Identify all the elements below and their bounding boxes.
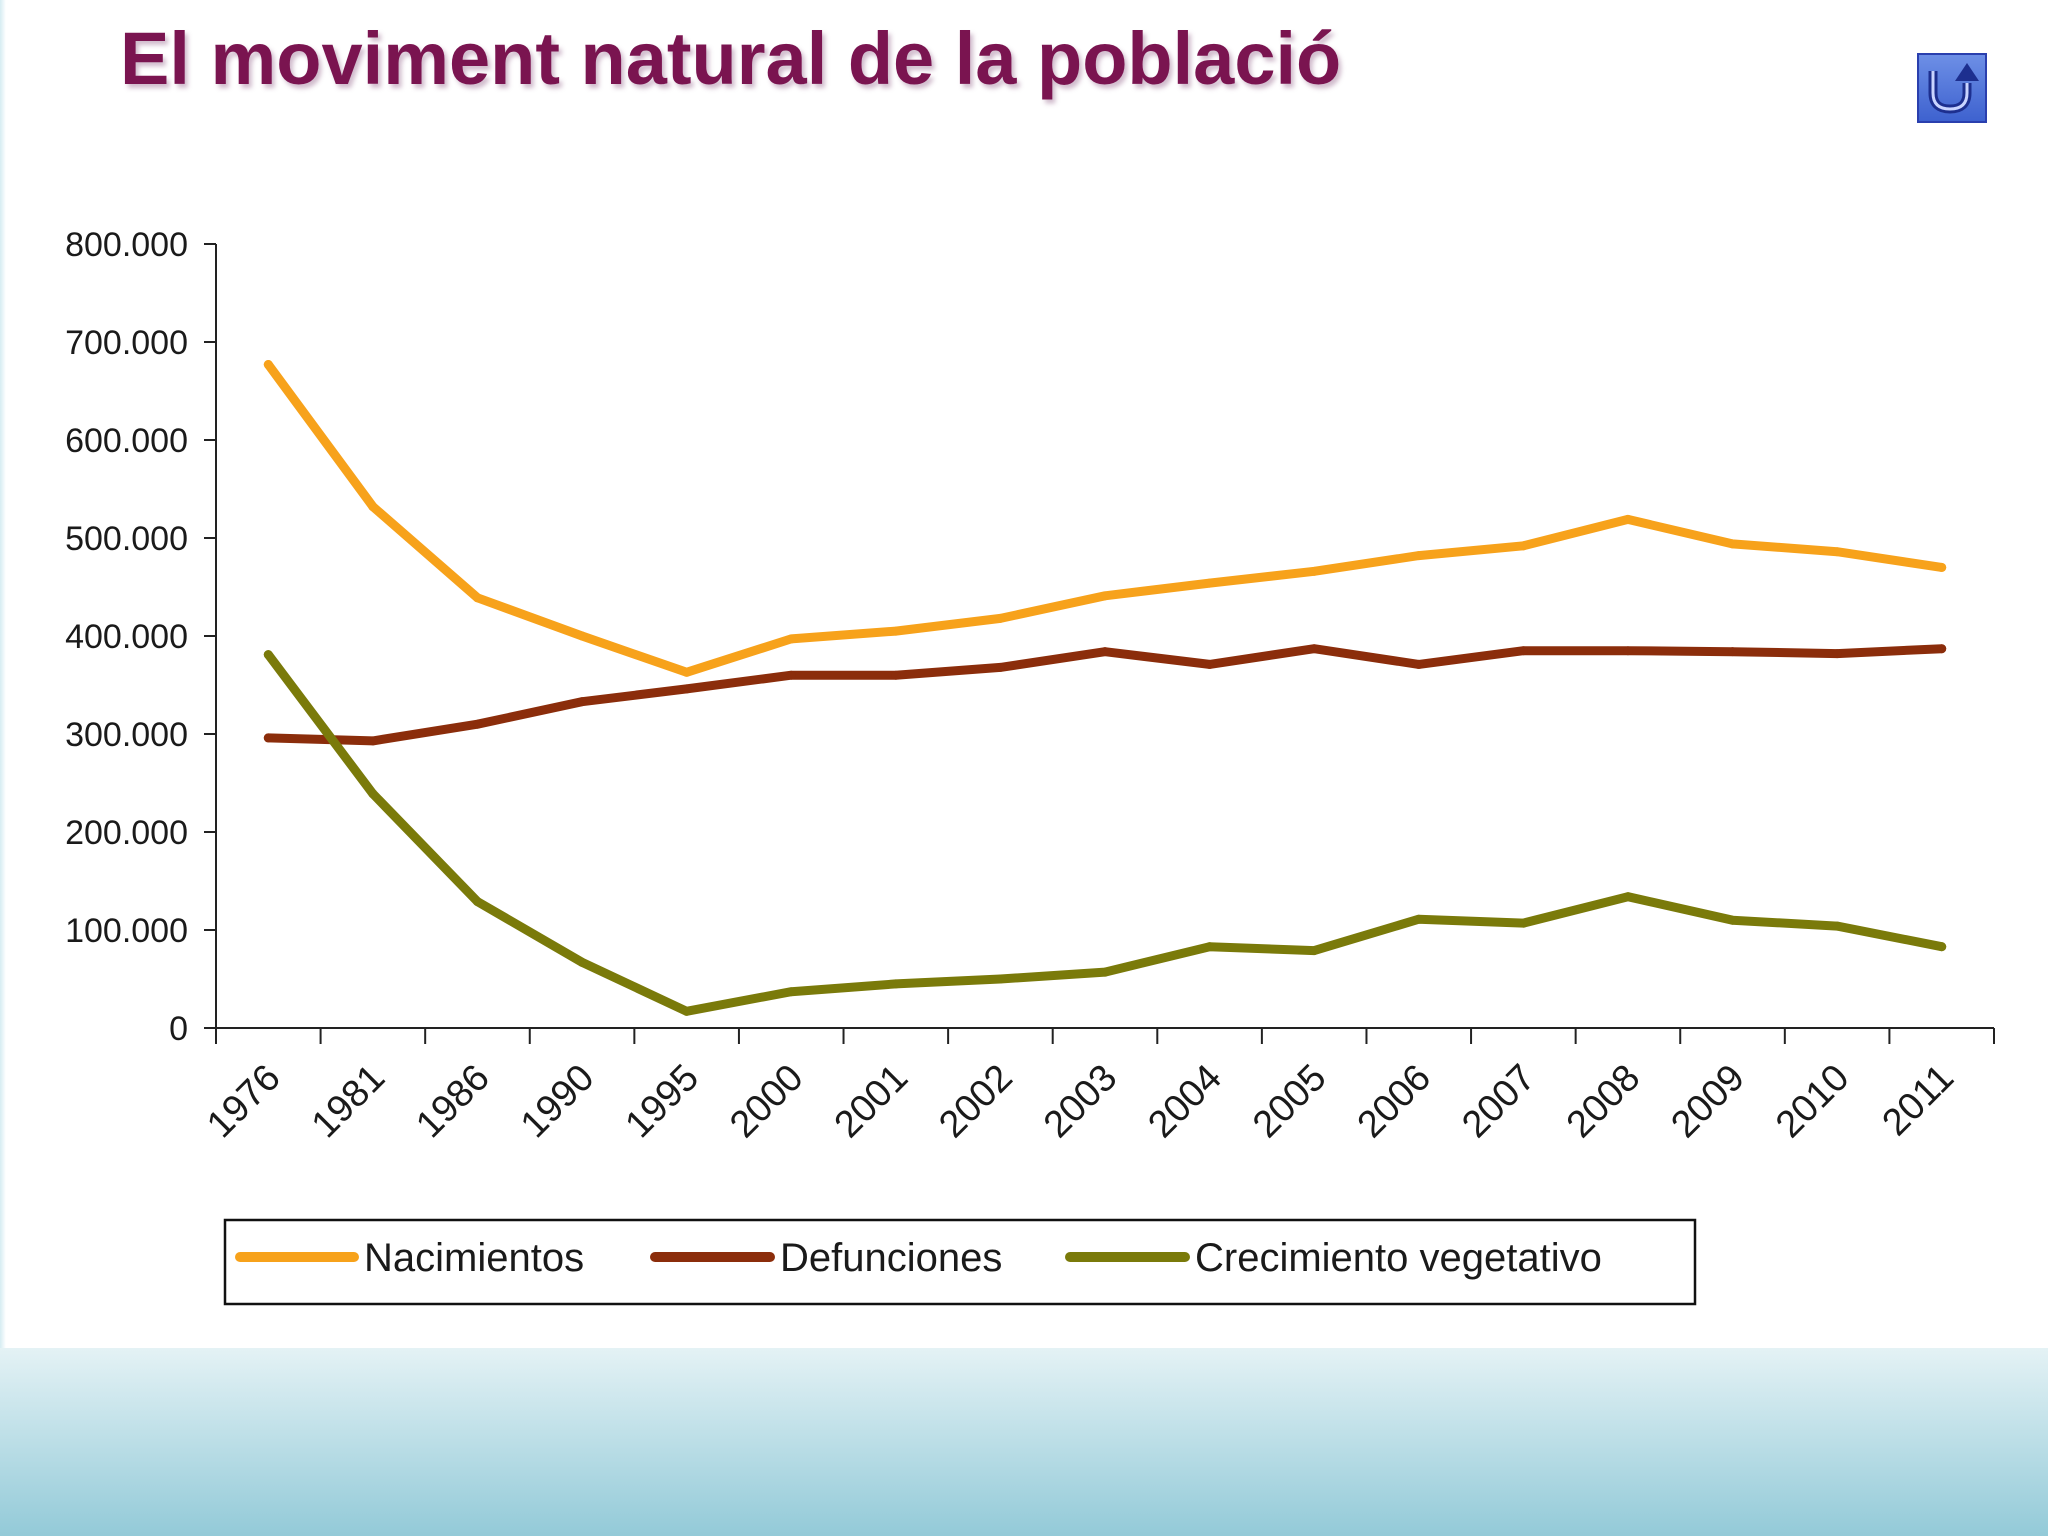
data-point [1937, 562, 1947, 572]
y-tick-label: 600.000 [65, 422, 188, 460]
data-point [891, 979, 901, 989]
x-tick-label: 2000 [722, 1057, 811, 1146]
legend-label: Crecimiento vegetativo [1195, 1236, 1602, 1280]
data-point [368, 736, 378, 746]
data-point [1728, 647, 1738, 657]
data-point [1414, 551, 1424, 561]
data-point [1832, 921, 1842, 931]
data-point [1309, 644, 1319, 654]
x-tick-label: 2006 [1350, 1057, 1439, 1146]
data-point [472, 719, 482, 729]
y-axis: 0 100.000 200.000 300.000 400.000 500.000 600.… [65, 226, 217, 1048]
data-point [1832, 649, 1842, 659]
y-tick-label: 500.000 [65, 520, 188, 558]
legend-label: Nacimientos [364, 1236, 584, 1280]
legend-box [223, 1218, 1697, 1306]
data-point [786, 987, 796, 997]
data-point [1937, 942, 1947, 952]
series-lines [263, 360, 1947, 1016]
legend-label: Defunciones [780, 1236, 1002, 1280]
x-tick-label: 2008 [1559, 1057, 1648, 1146]
x-tick-label: 1986 [408, 1057, 497, 1146]
data-point [1205, 659, 1215, 669]
series-line-defunciones [263, 644, 1947, 746]
data-point [1100, 591, 1110, 601]
data-point [1518, 918, 1528, 928]
data-point [1623, 646, 1633, 656]
data-point [1728, 539, 1738, 549]
return-arrow-icon [1928, 63, 1979, 114]
y-tick-label: 200.000 [65, 814, 188, 852]
data-point [263, 360, 273, 370]
x-tick-label: 2004 [1140, 1057, 1229, 1146]
data-point [682, 684, 692, 694]
x-tick-label: 2002 [931, 1057, 1020, 1146]
data-point [891, 670, 901, 680]
y-tick-label: 300.000 [65, 716, 188, 754]
data-point [1728, 915, 1738, 925]
x-tick-label: 2003 [1036, 1057, 1125, 1146]
data-point [682, 1006, 692, 1016]
data-point [786, 634, 796, 644]
data-point [368, 502, 378, 512]
data-point [577, 631, 587, 641]
data-point [1623, 514, 1633, 524]
data-point [1832, 547, 1842, 557]
legend: Nacimientos Defunciones Crecimiento vegeta… [223, 1218, 1697, 1306]
x-tick-label: 1976 [199, 1057, 288, 1146]
y-tick-label: 400.000 [65, 618, 188, 656]
data-point [1309, 566, 1319, 576]
back-button[interactable] [1917, 53, 1987, 123]
legend-entry-nacimientos: Nacimientos [235, 1236, 584, 1280]
y-tick-label: 800.000 [65, 226, 188, 264]
x-tick-label: 2009 [1663, 1057, 1752, 1146]
data-point [995, 662, 1005, 672]
data-point [786, 670, 796, 680]
data-point [1623, 892, 1633, 902]
x-tick-label: 1981 [304, 1057, 393, 1146]
x-tick-label: 1995 [618, 1057, 707, 1146]
x-tick-label: 2005 [1245, 1057, 1334, 1146]
x-axis: 1976 1981 1986 1990 1995 2000 2001 2002 2003 2004… [199, 1027, 1995, 1146]
series-line-crecimiento-vegetativo [263, 650, 1947, 1016]
data-point [263, 650, 273, 660]
data-point [1518, 646, 1528, 656]
legend-entry-crecimiento-vegetativo: Crecimiento vegetativo [1065, 1236, 1602, 1280]
data-point [368, 789, 378, 799]
data-point [1205, 942, 1215, 952]
y-tick-label: 100.000 [65, 912, 188, 950]
x-tick-label: 1990 [513, 1057, 602, 1146]
data-point [1309, 946, 1319, 956]
data-point [995, 974, 1005, 984]
x-tick-label: 2007 [1454, 1057, 1543, 1146]
data-point [1100, 647, 1110, 657]
data-point [1518, 541, 1528, 551]
data-point [472, 897, 482, 907]
data-point [682, 667, 692, 677]
x-tick-label: 2010 [1768, 1057, 1857, 1146]
data-point [1414, 659, 1424, 669]
bottom-band [0, 1348, 2048, 1536]
legend-entry-defunciones: Defunciones [650, 1236, 1002, 1280]
data-point [995, 613, 1005, 623]
y-tick-label: 0 [169, 1010, 188, 1048]
data-point [891, 626, 901, 636]
series-line-nacimientos [263, 360, 1947, 677]
y-tick-label: 700.000 [65, 324, 188, 362]
x-tick-label: 2001 [827, 1057, 916, 1146]
data-point [472, 593, 482, 603]
x-tick-label: 2011 [1875, 1057, 1962, 1144]
slide-title: El moviment natural de la població [120, 17, 1342, 100]
data-point [1414, 914, 1424, 924]
data-point [263, 733, 273, 743]
data-point [1100, 967, 1110, 977]
data-point [1205, 578, 1215, 588]
data-point [1937, 644, 1947, 654]
data-point [577, 697, 587, 707]
data-point [577, 957, 587, 967]
